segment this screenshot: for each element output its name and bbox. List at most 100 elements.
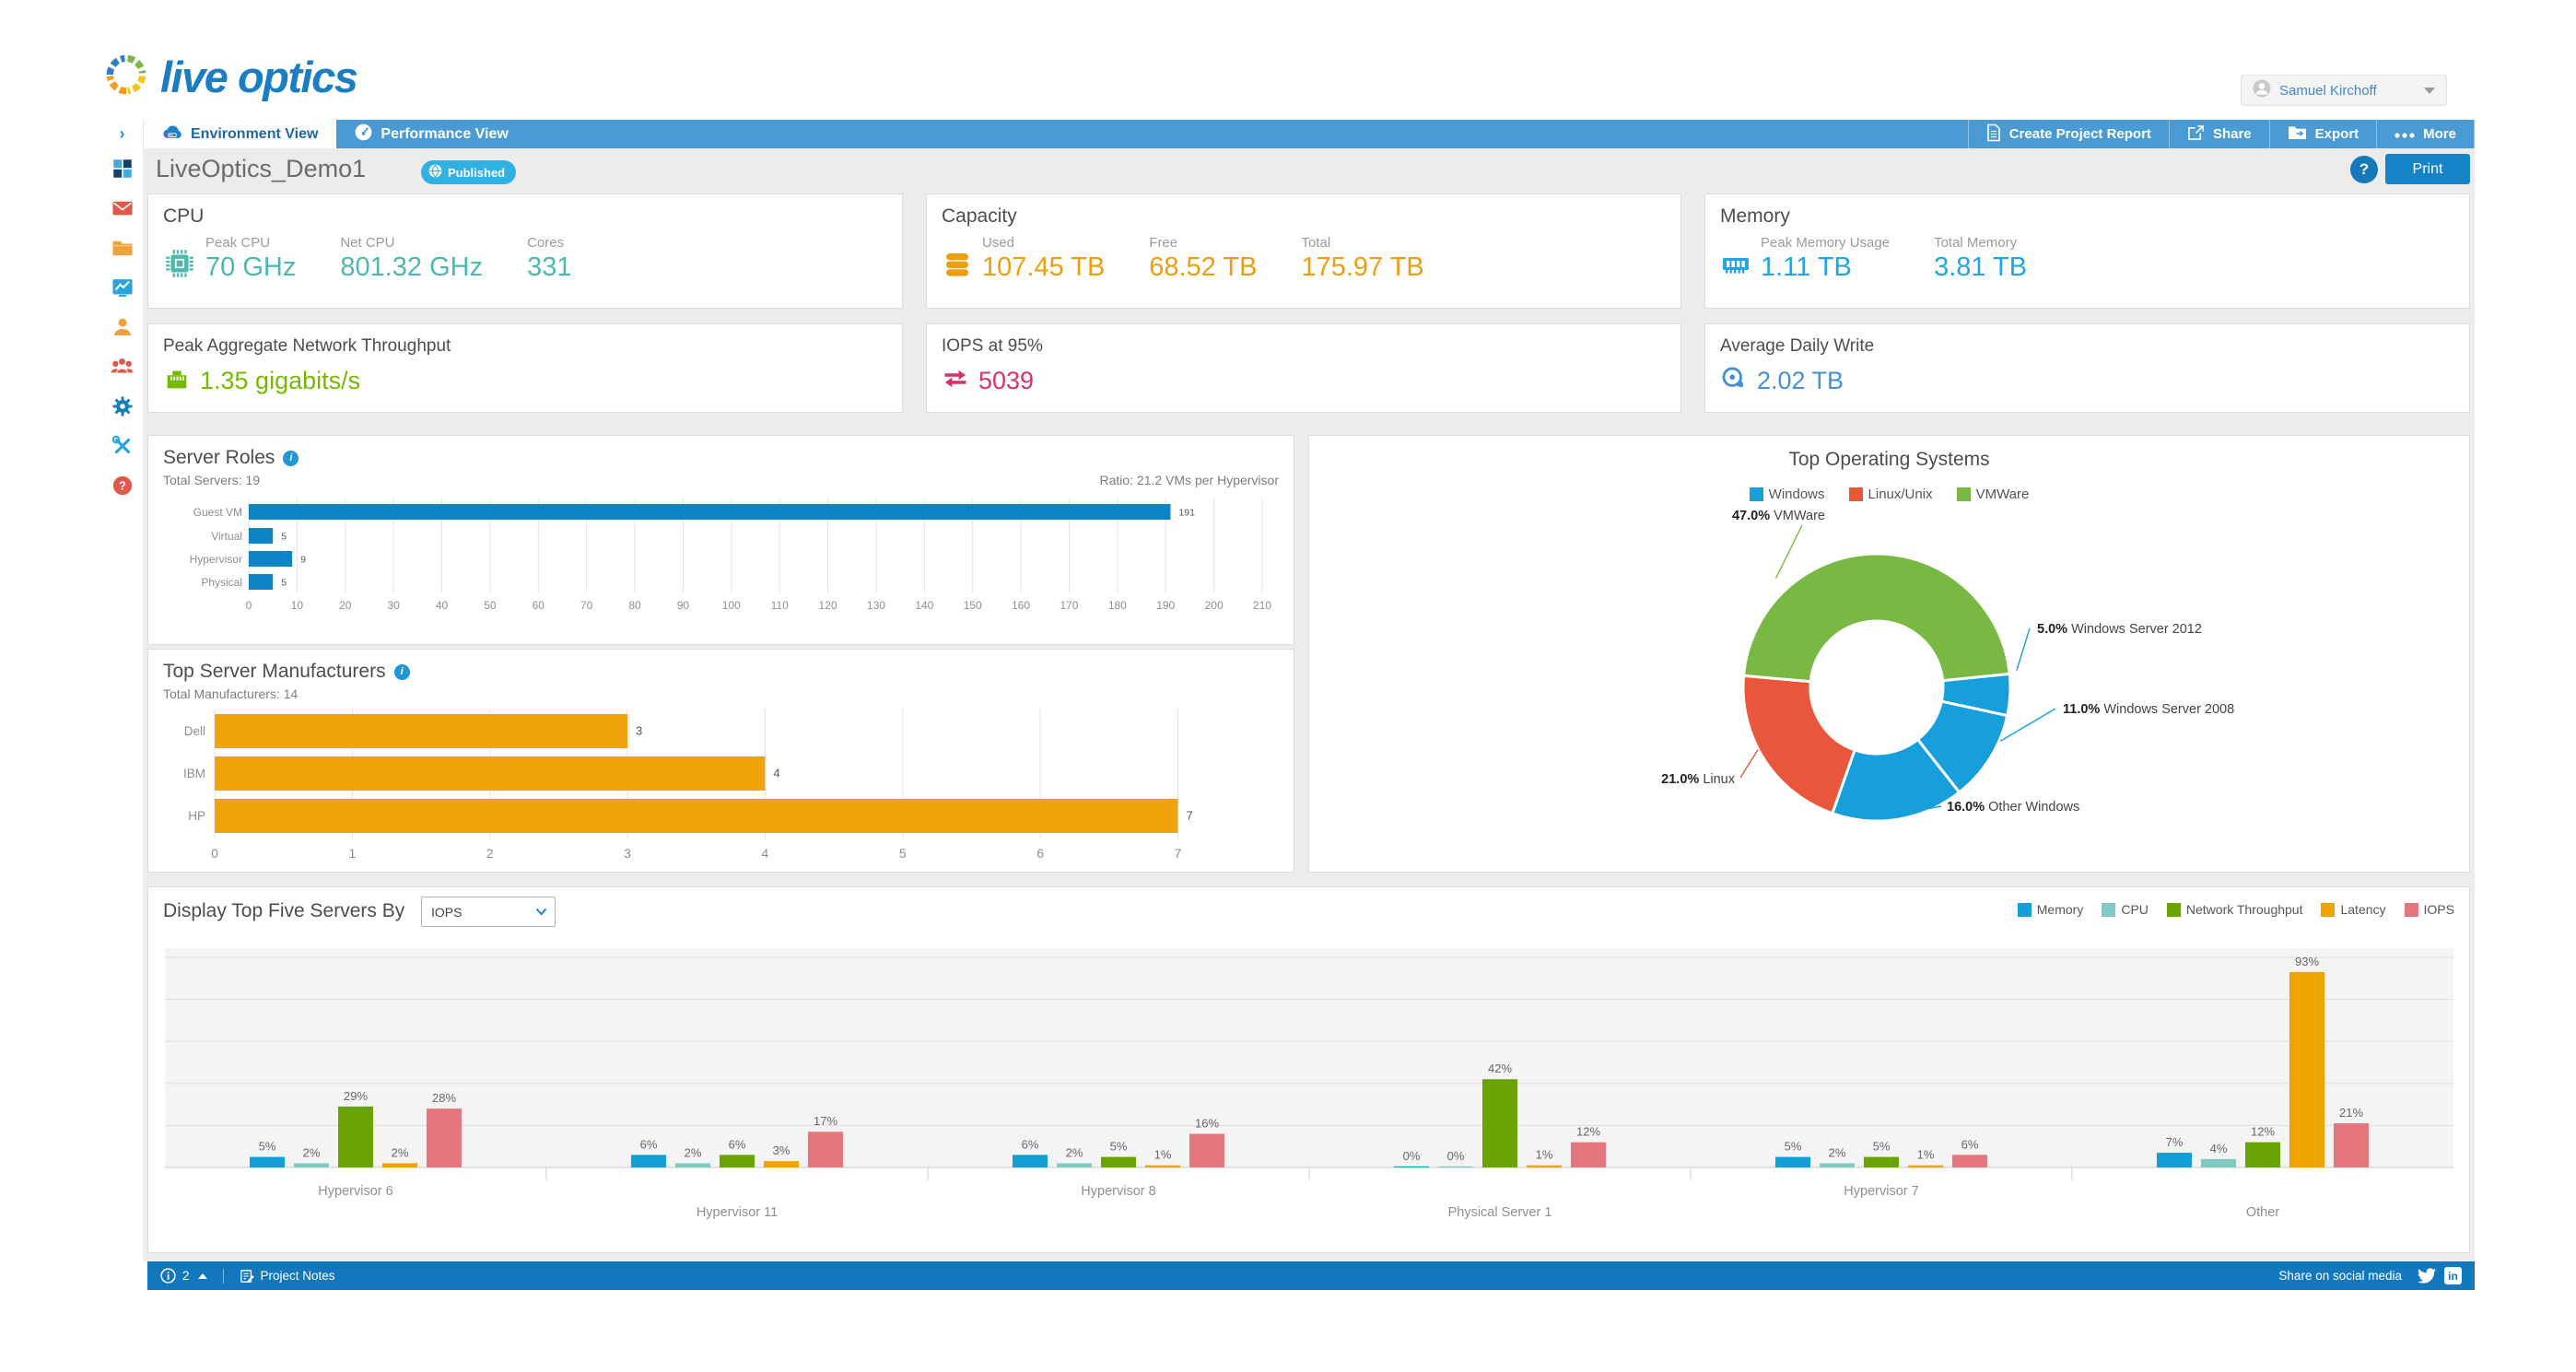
kpi-value: 5039 <box>978 367 1035 394</box>
svg-text:93%: 93% <box>2295 955 2319 968</box>
disc-write-icon <box>1720 365 1748 397</box>
metric-value: 1.11 TB <box>1761 252 1852 282</box>
footer-info-toggle[interactable]: 2 <box>160 1268 207 1284</box>
sidebar-item-analytics[interactable] <box>101 267 143 307</box>
notes-label: Project Notes <box>260 1269 335 1283</box>
svg-text:3%: 3% <box>773 1143 790 1157</box>
gear-icon <box>111 395 133 416</box>
action-label: Export <box>2314 126 2359 142</box>
metric-label: Total <box>1301 235 1331 251</box>
legend-swatch <box>1956 487 1971 501</box>
svg-text:10: 10 <box>291 599 304 612</box>
svg-text:6%: 6% <box>729 1137 746 1151</box>
svg-text:Other: Other <box>2246 1205 2279 1220</box>
svg-text:1%: 1% <box>1536 1148 1553 1162</box>
svg-text:47.0% VMWare: 47.0% VMWare <box>1732 509 1825 523</box>
svg-text:2%: 2% <box>1066 1145 1083 1159</box>
linkedin-button[interactable]: in <box>2444 1267 2462 1284</box>
note-icon <box>240 1269 254 1283</box>
sidebar-item-mail[interactable] <box>101 188 143 228</box>
dashboard-icon <box>112 158 132 178</box>
sidebar-item-dashboard[interactable] <box>101 148 143 188</box>
manufacturers-panel: Top Server Manufacturers i Total Manufac… <box>147 649 1294 873</box>
tab-performance-view[interactable]: Performance View <box>336 120 526 148</box>
network-throughput-card: Peak Aggregate Network Throughput 1.35 g… <box>147 323 903 413</box>
info-count: 2 <box>182 1269 190 1283</box>
metric-label: Cores <box>527 235 565 251</box>
svg-text:9: 9 <box>300 555 306 566</box>
sidebar-item-team[interactable] <box>101 346 143 386</box>
export-button[interactable]: Export <box>2268 120 2377 148</box>
sidebar-collapse-button[interactable]: › <box>101 120 144 148</box>
card-title: Memory <box>1720 205 1790 227</box>
twitter-button[interactable] <box>2418 1268 2436 1284</box>
top-os-panel: Top Operating Systems Windows Linux/Unix… <box>1308 435 2470 873</box>
svg-text:5%: 5% <box>1785 1140 1802 1154</box>
svg-text:Physical Server 1: Physical Server 1 <box>1448 1205 1552 1220</box>
tab-environment-view[interactable]: Environment View <box>144 120 337 148</box>
sidebar-item-user[interactable] <box>101 307 143 346</box>
more-button[interactable]: More <box>2376 120 2475 148</box>
svg-text:40: 40 <box>436 599 449 612</box>
server-roles-chart: 0 10 20 30 40 50 60 70 80 90 100 110 120 130 140 150 160… <box>190 498 1271 612</box>
legend-swatch <box>1749 487 1763 501</box>
svg-text:130: 130 <box>867 599 885 612</box>
metric-value: 801.32 GHz <box>340 252 484 282</box>
sidebar-item-tools[interactable] <box>101 426 143 465</box>
tab-label: Performance View <box>381 125 509 142</box>
sidebar-item-help[interactable]: ? <box>101 465 143 505</box>
action-label: Share <box>2212 126 2252 142</box>
legend-item-cpu: CPU <box>2102 902 2149 917</box>
legend-item-iops: IOPS <box>2404 902 2454 917</box>
metric-peak-cpu: Peak CPU 70 GHz <box>205 235 296 283</box>
share-button[interactable]: Share <box>2168 120 2269 148</box>
svg-text:1%: 1% <box>1917 1148 1935 1162</box>
cpu-chip-icon <box>163 247 196 283</box>
display-top-five-label: Display Top Five Servers By <box>163 900 405 921</box>
memory-card: Memory Peak Memory Usage 1. <box>1704 193 2470 309</box>
servers-legend: Memory CPU Network Throughput Latency IO… <box>2017 902 2454 917</box>
info-icon[interactable]: i <box>283 450 299 466</box>
svg-text:4%: 4% <box>2210 1142 2228 1155</box>
info-icon[interactable]: i <box>393 663 410 680</box>
legend-swatch <box>2404 902 2418 917</box>
svg-text:100: 100 <box>722 599 741 612</box>
create-project-report-button[interactable]: Create Project Report <box>1967 120 2169 148</box>
user-icon <box>113 318 131 335</box>
svg-text:17%: 17% <box>814 1114 837 1128</box>
legend-item-latency: Latency <box>2321 902 2386 917</box>
help-button[interactable]: ? <box>2350 156 2378 183</box>
svg-text:4: 4 <box>762 846 769 861</box>
mail-icon <box>111 201 133 215</box>
svg-text:Hypervisor: Hypervisor <box>190 553 242 566</box>
panel-title: Server Roles <box>163 447 275 468</box>
svg-text:60: 60 <box>533 599 545 612</box>
svg-text:Dell: Dell <box>184 724 205 738</box>
legend-label: IOPS <box>2423 902 2454 917</box>
expand-caret-icon <box>197 1272 207 1279</box>
metric-value: 331 <box>527 252 572 282</box>
tools-icon <box>111 435 130 453</box>
panel-title: Top Server Manufacturers <box>163 661 386 682</box>
footer-bar: 2 Project Notes Share on social media in <box>147 1261 2475 1290</box>
info-circle-icon <box>160 1268 176 1284</box>
user-menu[interactable]: Samuel Kirchoff <box>2241 75 2447 106</box>
svg-text:191: 191 <box>1178 508 1195 519</box>
project-notes-button[interactable]: Project Notes <box>240 1269 335 1284</box>
metric-label: Net CPU <box>340 235 395 251</box>
share-social-label: Share on social media <box>2278 1269 2402 1283</box>
sidebar-item-settings[interactable] <box>101 386 143 426</box>
svg-text:2: 2 <box>486 846 494 861</box>
sidebar-item-files[interactable] <box>101 228 143 267</box>
svg-text:6%: 6% <box>1022 1137 1039 1151</box>
print-button[interactable]: Print <box>2385 154 2470 184</box>
sort-by-select[interactable]: IOPS <box>421 897 556 927</box>
svg-text:IBM: IBM <box>183 767 205 780</box>
svg-text:?: ? <box>119 478 126 492</box>
svg-text:16.0% Other Windows: 16.0% Other Windows <box>1947 800 2079 815</box>
svg-text:Hypervisor 11: Hypervisor 11 <box>697 1205 778 1220</box>
svg-text:2%: 2% <box>1829 1145 1846 1159</box>
svg-text:0: 0 <box>246 599 252 612</box>
metric-label: Total Memory <box>1934 235 2018 251</box>
action-label: Create Project Report <box>2008 126 2151 142</box>
